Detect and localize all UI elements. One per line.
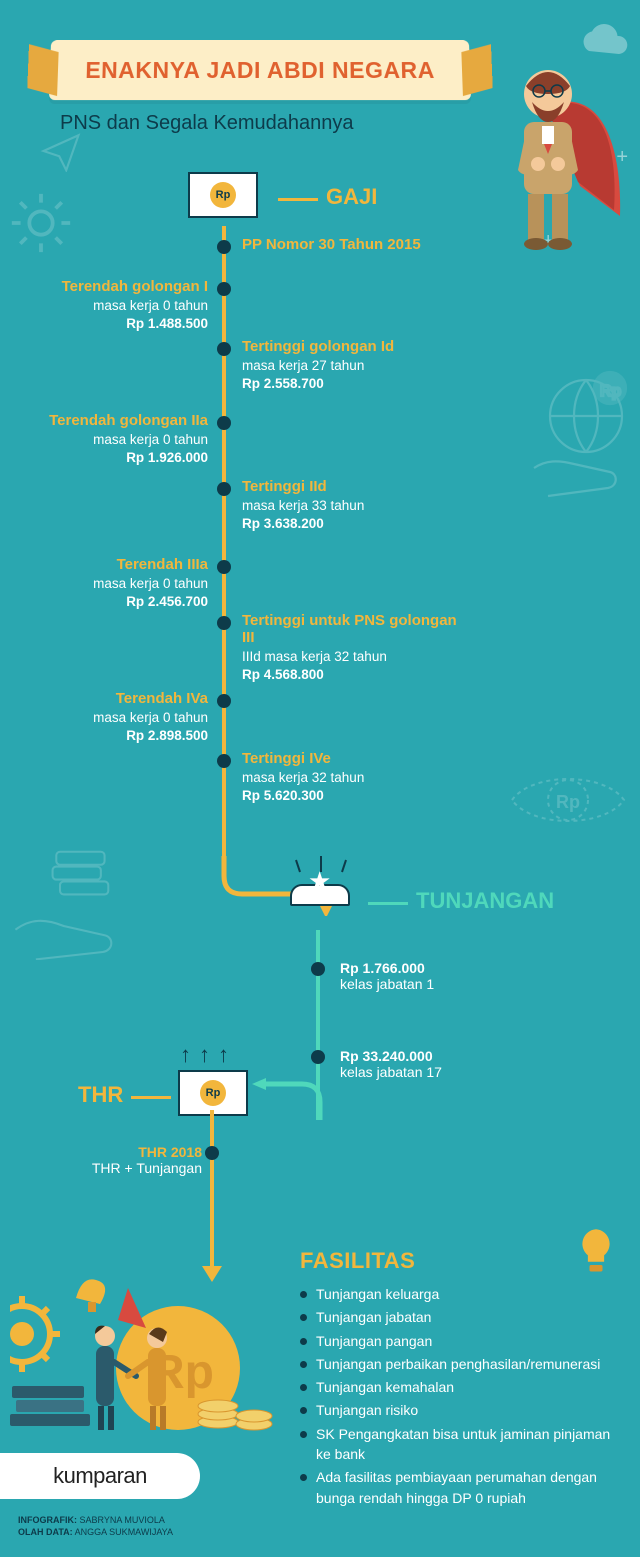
source-name: kumparan	[53, 1463, 147, 1489]
entry-line: Rp 1.926.000	[0, 449, 208, 467]
entry-line: Rp 2.898.500	[0, 727, 208, 745]
timeline-dot	[217, 560, 231, 574]
entry-line: Rp 5.620.300	[242, 787, 462, 805]
star-icon: ★	[308, 866, 331, 897]
fasilitas-item: Tunjangan perbaikan penghasilan/remunera…	[300, 1354, 620, 1374]
gaji-entry: Tertinggi untuk PNS golongan III IIId mas…	[242, 612, 462, 684]
up-arrows-icon: ↑↑↑	[180, 1042, 229, 1068]
entry-line: Rp 1.488.500	[0, 315, 208, 333]
entry-line: masa kerja 27 tahun	[242, 357, 462, 375]
entry-sub: kelas jabatan 1	[340, 976, 560, 992]
star-badge-icon: ★	[290, 884, 352, 906]
thr-label: THR	[78, 1082, 179, 1108]
gaji-entry: Terendah IVa masa kerja 0 tahunRp 2.898.5…	[0, 690, 208, 745]
paper-plane-icon	[40, 130, 82, 172]
entry-title: Terendah golongan IIa	[0, 412, 208, 429]
timeline-dot	[205, 1146, 219, 1160]
fasilitas-item: Tunjangan risiko	[300, 1400, 620, 1420]
svg-text:Rp: Rp	[600, 383, 622, 400]
connector-tunjangan-thr	[240, 1062, 340, 1122]
timeline-dot	[217, 282, 231, 296]
entry-sub: THR + Tunjangan	[92, 1160, 202, 1176]
fasilitas-section: FASILITAS Tunjangan keluarga Tunjangan ja…	[300, 1248, 620, 1511]
entry-value: Rp 33.240.000	[340, 1048, 560, 1064]
timeline-dot	[217, 482, 231, 496]
rp-badge: Rp	[210, 182, 236, 208]
gear-icon	[6, 188, 76, 258]
entry-title: Terendah IIIa	[0, 556, 208, 573]
entry-title: PP Nomor 30 Tahun 2015	[242, 236, 462, 253]
timeline-dot	[217, 694, 231, 708]
entry-title: THR 2018	[92, 1144, 202, 1160]
hero-illustration	[472, 36, 622, 236]
entry-line: Rp 3.638.200	[242, 515, 462, 533]
hand-globe-icon: Rp	[518, 360, 638, 500]
gaji-entry: PP Nomor 30 Tahun 2015	[242, 236, 462, 255]
fasilitas-item: Ada fasilitas pembiayaan perumahan denga…	[300, 1467, 620, 1508]
entry-title: Terendah golongan I	[0, 278, 208, 295]
fasilitas-illustration: Rp	[10, 1238, 290, 1458]
entry-line: IIId masa kerja 32 tahun	[242, 648, 462, 666]
gaji-entry: Tertinggi IVe masa kerja 32 tahunRp 5.620…	[242, 750, 462, 805]
entry-title: Tertinggi golongan Id	[242, 338, 462, 355]
lightbulb-icon	[576, 1226, 616, 1283]
entry-line: masa kerja 33 tahun	[242, 497, 462, 515]
timeline-dot	[217, 342, 231, 356]
fasilitas-item: Tunjangan jabatan	[300, 1307, 620, 1327]
tunjangan-entry: Rp 33.240.000kelas jabatan 17	[340, 1048, 560, 1080]
fasilitas-item: Tunjangan pangan	[300, 1331, 620, 1351]
title-banner: ENAKNYA JADI ABDI NEGARA	[49, 40, 471, 100]
entry-line: masa kerja 32 tahun	[242, 769, 462, 787]
title-text: ENAKNYA JADI ABDI NEGARA	[85, 57, 435, 84]
gaji-label: GAJI	[270, 184, 377, 210]
timeline-dot	[217, 616, 231, 630]
entry-line: Rp 4.568.800	[242, 666, 462, 684]
fasilitas-list: Tunjangan keluarga Tunjangan jabatan Tunja…	[300, 1284, 620, 1508]
gaji-entry: Tertinggi IId masa kerja 33 tahunRp 3.638…	[242, 478, 462, 533]
money-icon: Rp	[188, 172, 258, 218]
gaji-entry: Tertinggi golongan Id masa kerja 27 tahun…	[242, 338, 462, 393]
rp-badge: Rp	[200, 1080, 226, 1106]
eye-icon: Rp	[508, 760, 628, 840]
tunjangan-entry: Rp 1.766.000kelas jabatan 1	[340, 960, 560, 992]
subtitle: PNS dan Segala Kemudahannya	[60, 112, 354, 135]
entry-title: Tertinggi IVe	[242, 750, 462, 767]
timeline-dot	[311, 962, 325, 976]
entry-title: Tertinggi IId	[242, 478, 462, 495]
gaji-entry: Terendah IIIa masa kerja 0 tahunRp 2.456.…	[0, 556, 208, 611]
timeline-dot	[217, 416, 231, 430]
entry-line: masa kerja 0 tahun	[0, 709, 208, 727]
entry-title: Tertinggi untuk PNS golongan III	[242, 612, 462, 646]
entry-line: Rp 2.558.700	[242, 375, 462, 393]
svg-text:Rp: Rp	[556, 792, 580, 812]
source-tab: kumparan	[0, 1453, 200, 1499]
fasilitas-item: Tunjangan keluarga	[300, 1284, 620, 1304]
timeline-dot	[217, 240, 231, 254]
entry-line: masa kerja 0 tahun	[0, 575, 208, 593]
fasilitas-heading: FASILITAS	[300, 1248, 620, 1274]
gaji-entry: Terendah golongan IIa masa kerja 0 tahunR…	[0, 412, 208, 467]
thr-entry: THR 2018THR + Tunjangan	[92, 1144, 202, 1176]
tunjangan-label: TUNJANGAN	[360, 888, 554, 914]
hand-coins-icon	[8, 840, 138, 960]
entry-title: Terendah IVa	[0, 690, 208, 707]
entry-line: masa kerja 0 tahun	[0, 431, 208, 449]
entry-value: Rp 1.766.000	[340, 960, 560, 976]
fasilitas-item: Tunjangan kemahalan	[300, 1377, 620, 1397]
timeline-dot	[217, 754, 231, 768]
credits: INFOGRAFIK: SABRYNA MUVIOLA OLAH DATA: A…	[18, 1514, 173, 1539]
fasilitas-item: SK Pengangkatan bisa untuk jaminan pinja…	[300, 1424, 620, 1465]
entry-line: Rp 2.456.700	[0, 593, 208, 611]
entry-line: masa kerja 0 tahun	[0, 297, 208, 315]
entry-sub: kelas jabatan 17	[340, 1064, 560, 1080]
gaji-entry: Terendah golongan I masa kerja 0 tahunRp …	[0, 278, 208, 333]
